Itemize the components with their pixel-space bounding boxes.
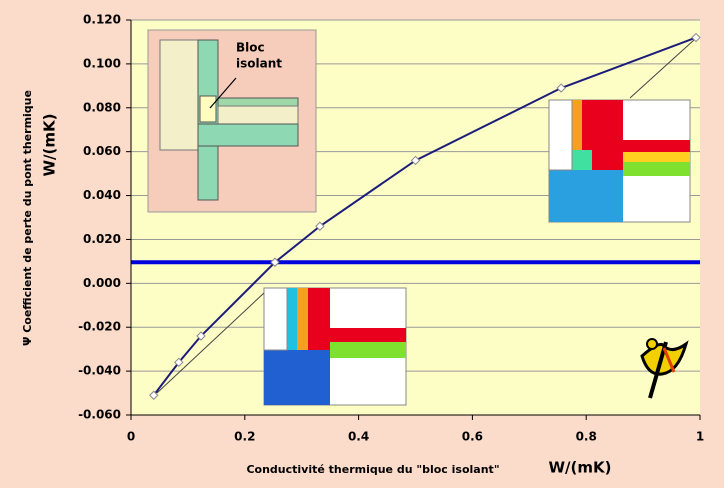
y-tick-label: 0.060 [83, 144, 121, 158]
y-tick-label: 0.080 [83, 100, 121, 114]
x-axis-title: Conductivité thermique du "bloc isolant" [246, 463, 499, 476]
annotation: isolant [236, 57, 282, 71]
thermal-inset [549, 100, 690, 222]
chart: Bloc isolant Ψ Coefficient de perte du p… [0, 0, 724, 488]
x-tick-label: 0 [127, 430, 135, 444]
y-tick-label: 0.100 [83, 56, 121, 70]
y-tick-label: 0.020 [83, 232, 121, 246]
y-tick-label: 0.000 [83, 276, 121, 290]
x-axis-unit: W/(mK) [549, 459, 612, 477]
y-tick-label: 0.040 [83, 188, 121, 202]
x-tick-label: 0.2 [234, 430, 255, 444]
y-tick-label: -0.060 [78, 408, 121, 422]
schematic-inset: Bloc isolant [148, 30, 316, 212]
thermal-inset [264, 288, 406, 405]
annotation: Bloc [236, 41, 265, 55]
x-tick-label: 0.6 [462, 430, 483, 444]
y-tick-label: 0.120 [83, 13, 121, 27]
y-axis-title: Ψ Coefficient de perte du pont thermique [21, 90, 34, 346]
x-tick-label: 0.8 [576, 430, 597, 444]
x-tick-label: 0.4 [348, 430, 369, 444]
y-axis-unit: W/(mK) [41, 114, 59, 177]
y-tick-label: -0.040 [78, 364, 121, 378]
y-tick-label: -0.020 [78, 320, 121, 334]
x-tick-label: 1 [696, 430, 704, 444]
